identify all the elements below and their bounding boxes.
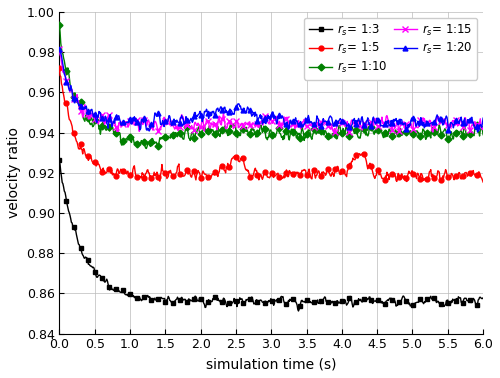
X-axis label: simulation time (s): simulation time (s) bbox=[206, 357, 336, 371]
Y-axis label: velocity ratio: velocity ratio bbox=[7, 127, 21, 218]
Legend: $r_s$= 1:3, $r_s$= 1:5, $r_s$= 1:10, $r_s$= 1:15, $r_s$= 1:20: $r_s$= 1:3, $r_s$= 1:5, $r_s$= 1:10, $r_… bbox=[304, 18, 477, 80]
